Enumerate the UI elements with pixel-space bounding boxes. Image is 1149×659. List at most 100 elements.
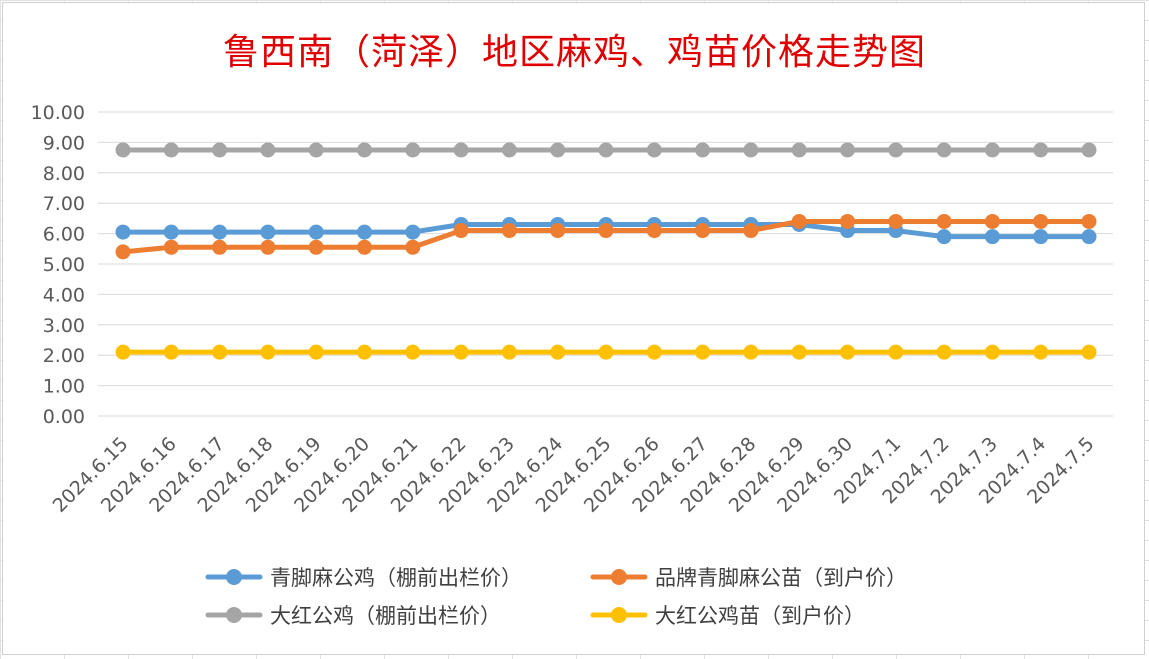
y-tick-label: 8.00	[43, 163, 85, 185]
data-point	[984, 213, 1000, 229]
data-point	[357, 344, 372, 360]
data-point	[405, 142, 421, 158]
data-point	[695, 344, 711, 360]
data-point	[115, 224, 131, 240]
data-point	[936, 142, 952, 158]
data-point	[260, 142, 276, 158]
series-3	[115, 142, 1097, 158]
line-chart: 0.00 1.00 2.00 3.00 4.00 5.00 6.00 7.00 8.00 9.00…	[31, 102, 1113, 628]
data-point	[791, 213, 807, 229]
y-tick-label: 4.00	[43, 284, 85, 306]
data-point	[598, 344, 614, 360]
y-tick-label: 1.00	[43, 376, 85, 398]
data-point	[550, 142, 566, 158]
legend-item: 品牌青脚麻公苗（到户价）	[590, 566, 907, 590]
data-point	[212, 239, 228, 255]
data-point	[1033, 213, 1049, 229]
series-4	[115, 344, 1097, 360]
legend-marker	[226, 569, 242, 585]
data-point	[791, 142, 807, 158]
y-tick-label: 2.00	[43, 345, 85, 367]
data-point	[936, 229, 952, 245]
legend-marker	[226, 607, 242, 623]
data-point	[984, 142, 1000, 158]
data-point	[212, 224, 228, 240]
legend-item: 大红公鸡（棚前出栏价）	[205, 604, 501, 628]
data-point	[308, 224, 324, 240]
data-point	[743, 344, 759, 360]
data-point	[984, 344, 1000, 360]
data-point	[1033, 229, 1049, 245]
data-point	[163, 142, 179, 158]
data-point	[453, 344, 469, 360]
data-point	[936, 213, 952, 229]
data-point	[357, 224, 372, 240]
data-point	[984, 229, 1000, 245]
data-point	[308, 239, 324, 255]
data-point	[1081, 213, 1097, 229]
data-point	[646, 344, 662, 360]
data-point	[888, 142, 904, 158]
data-point	[1033, 344, 1049, 360]
chart-title: 鲁西南（菏泽）地区麻鸡、鸡苗价格走势图	[222, 32, 926, 73]
data-point	[405, 224, 421, 240]
legend-label: 品牌青脚麻公苗（到户价）	[655, 566, 907, 590]
data-point	[212, 142, 228, 158]
data-point	[1033, 142, 1049, 158]
data-point	[695, 142, 711, 158]
legend-marker	[611, 569, 627, 585]
data-point	[888, 213, 904, 229]
data-point	[405, 239, 421, 255]
data-point	[550, 223, 566, 239]
data-point	[1081, 229, 1097, 245]
y-tick-label: 5.00	[43, 254, 85, 276]
data-point	[501, 142, 517, 158]
data-point	[646, 223, 662, 239]
data-point	[357, 142, 372, 158]
y-tick-label: 9.00	[43, 132, 85, 154]
legend-label: 大红公鸡苗（到户价）	[655, 604, 865, 628]
data-point	[695, 223, 711, 239]
data-point	[260, 239, 276, 255]
data-point	[115, 344, 131, 360]
legend-marker	[611, 607, 627, 623]
data-point	[212, 344, 228, 360]
legend-item: 青脚麻公鸡（棚前出栏价）	[205, 566, 522, 590]
data-point	[598, 223, 614, 239]
data-point	[163, 224, 179, 240]
legend-item: 大红公鸡苗（到户价）	[590, 604, 865, 628]
data-point	[260, 344, 276, 360]
series-2	[115, 213, 1097, 260]
data-point	[840, 213, 855, 229]
data-point	[1081, 142, 1097, 158]
data-point	[308, 344, 324, 360]
data-point	[936, 344, 952, 360]
data-point	[260, 224, 276, 240]
data-point	[791, 344, 807, 360]
data-point	[550, 344, 566, 360]
data-point	[115, 244, 131, 260]
data-point	[840, 142, 855, 158]
y-tick-label: 6.00	[43, 224, 85, 246]
data-point	[308, 142, 324, 158]
data-point	[1081, 344, 1097, 360]
y-tick-label: 10.00	[31, 102, 85, 124]
data-point	[163, 344, 179, 360]
data-point	[840, 344, 855, 360]
data-point	[743, 142, 759, 158]
legend-label: 青脚麻公鸡（棚前出栏价）	[270, 566, 522, 590]
data-point	[453, 142, 469, 158]
y-tick-label: 0.00	[43, 406, 85, 428]
data-point	[598, 142, 614, 158]
data-point	[888, 344, 904, 360]
data-point	[743, 223, 759, 239]
data-point	[501, 223, 517, 239]
data-point	[501, 344, 517, 360]
y-tick-label: 7.00	[43, 193, 85, 215]
data-point	[453, 223, 469, 239]
legend-label: 大红公鸡（棚前出栏价）	[270, 604, 501, 628]
data-point	[357, 239, 372, 255]
data-point	[163, 239, 179, 255]
y-tick-label: 3.00	[43, 315, 85, 337]
